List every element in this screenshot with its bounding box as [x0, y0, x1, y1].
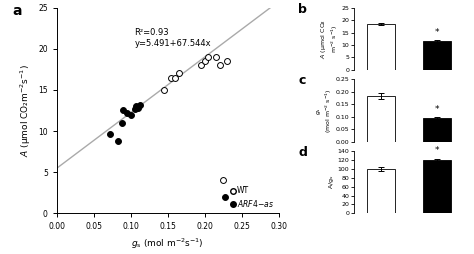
- Point: [114, 139, 121, 143]
- Point: [205, 55, 212, 59]
- Bar: [423, 41, 451, 70]
- Point: [222, 195, 229, 199]
- Y-axis label: $A$ (μmol CO₂
m$^{-2}$ s$^{-1}$): $A$ (μmol CO₂ m$^{-2}$ s$^{-1}$): [319, 19, 340, 59]
- Text: *: *: [435, 147, 439, 155]
- Point: [136, 103, 144, 107]
- Bar: [423, 160, 451, 213]
- Y-axis label: $A$ (μmol CO₂m$^{-2}$s$^{-1}$): $A$ (μmol CO₂m$^{-2}$s$^{-1}$): [18, 64, 33, 157]
- Point: [172, 75, 179, 80]
- Text: *: *: [435, 28, 439, 37]
- Text: c: c: [298, 74, 306, 87]
- Y-axis label: $g_{\mathrm{s}}$
(mol m$^{-2}$ s$^{-1}$): $g_{\mathrm{s}}$ (mol m$^{-2}$ s$^{-1}$): [315, 88, 334, 133]
- Bar: [423, 118, 451, 142]
- Point: [219, 178, 227, 182]
- Point: [127, 113, 135, 117]
- Bar: [367, 169, 395, 213]
- Point: [132, 104, 140, 108]
- Text: d: d: [298, 146, 307, 159]
- Point: [168, 75, 175, 80]
- Bar: [367, 24, 395, 70]
- Text: b: b: [298, 3, 307, 16]
- Y-axis label: A/g$_s$: A/g$_s$: [327, 175, 336, 189]
- Point: [123, 111, 131, 115]
- Point: [216, 63, 223, 67]
- Point: [118, 121, 126, 125]
- Point: [135, 106, 142, 110]
- Legend: WT, $\it{ARF4}\mathit{-}\it{as}$: WT, $\it{ARF4}\mathit{-}\it{as}$: [230, 186, 275, 210]
- Point: [201, 59, 209, 63]
- Point: [212, 55, 219, 59]
- Text: a: a: [12, 4, 22, 18]
- Text: *: *: [435, 105, 439, 114]
- Text: R²=0.93
y=5.491+67.544x: R²=0.93 y=5.491+67.544x: [135, 28, 211, 47]
- Point: [197, 63, 205, 67]
- Point: [223, 59, 231, 63]
- Point: [106, 132, 114, 136]
- Point: [160, 88, 168, 92]
- Point: [119, 108, 127, 113]
- Bar: [367, 96, 395, 142]
- X-axis label: $g_{\mathrm{s}}$ (mol m$^{-2}$s$^{-1}$): $g_{\mathrm{s}}$ (mol m$^{-2}$s$^{-1}$): [131, 237, 204, 251]
- Point: [175, 71, 182, 75]
- Point: [131, 107, 138, 111]
